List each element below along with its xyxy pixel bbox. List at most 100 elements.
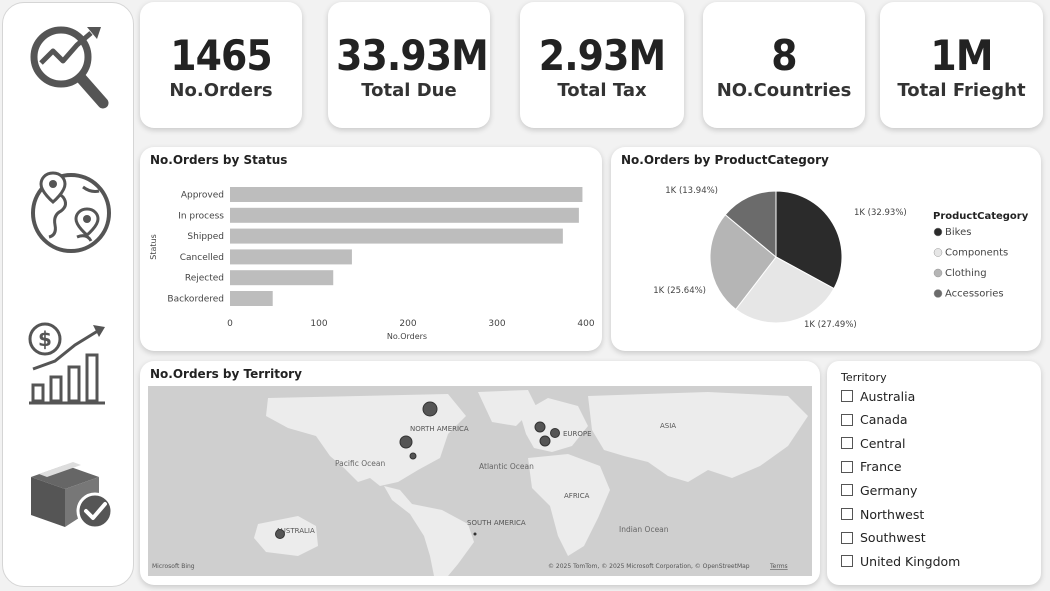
slicer-item-germany[interactable]: Germany (841, 482, 917, 498)
africa-landmass (528, 454, 610, 556)
kpi-label: Total Frieght (897, 80, 1026, 101)
pie-data-label: 1K (25.64%) (653, 286, 706, 296)
pie-slice[interactable] (709, 214, 777, 311)
slicer-item-label: Southwest (860, 530, 926, 546)
bar[interactable] (230, 207, 579, 223)
checkbox[interactable] (841, 484, 853, 497)
checkbox[interactable] (841, 460, 853, 473)
bubble-united-kingdom[interactable] (534, 421, 546, 433)
bubble-germany[interactable] (550, 428, 560, 438)
legend-label[interactable]: Components (945, 248, 1008, 259)
y-axis-title: Status (149, 234, 158, 260)
chart-title: No.Orders by ProductCategory (621, 153, 829, 167)
label-atlantic-ocean: Atlantic Ocean (479, 462, 534, 471)
bubble-central[interactable] (473, 532, 477, 536)
sales-growth-icon[interactable]: $ (25, 321, 117, 413)
slicer-item-southwest[interactable]: Southwest (841, 530, 926, 546)
x-tick-label: 300 (488, 319, 505, 329)
globe-pin-icon[interactable] (25, 165, 117, 257)
checkbox[interactable] (841, 531, 853, 544)
delivered-box-icon[interactable] (25, 455, 117, 547)
kpi-card-total-freight[interactable]: 1M Total Frieght (880, 2, 1043, 128)
checkbox[interactable] (841, 413, 853, 426)
checkbox[interactable] (841, 437, 853, 450)
pie-data-label: 1K (32.93%) (854, 208, 907, 218)
x-tick-label: 100 (310, 319, 327, 329)
pie-plot: ProductCategory 1K (32.93%) 1K (27.49%) 1K… (653, 186, 1028, 330)
europe-landmass (520, 398, 588, 452)
sidebar: $ (2, 2, 134, 587)
slicer-item-label: France (860, 459, 902, 475)
bar[interactable] (230, 187, 583, 202)
bar-category-label: Backordered (167, 295, 224, 305)
kpi-card-orders[interactable]: 1465 No.Orders (140, 2, 302, 128)
slicer-item-label: Australia (860, 388, 916, 404)
pie-slice[interactable] (724, 190, 777, 259)
map-canvas[interactable]: NORTH AMERICA EUROPE ASIA Pacific Ocean … (148, 386, 812, 576)
label-south-america: SOUTH AMERICA (467, 519, 526, 527)
legend-label[interactable]: Accessories (945, 289, 1004, 300)
north-america-landmass (266, 394, 466, 486)
bubble-southwest[interactable] (409, 452, 417, 460)
x-tick-label: 0 (227, 319, 233, 329)
slicer-item-label: United Kingdom (860, 553, 961, 569)
legend-marker (933, 248, 943, 257)
kpi-label: Total Tax (557, 80, 647, 101)
status-bar-chart[interactable]: No.Orders by Status Status No.Orders App… (140, 147, 602, 351)
pie-data-label: 1K (13.94%) (665, 186, 718, 196)
product-category-pie-chart[interactable]: No.Orders by ProductCategory ProductCate… (611, 147, 1041, 351)
slicer-item-canada[interactable]: Canada (841, 412, 908, 428)
kpi-value: 2.93M (538, 31, 666, 80)
map-terms-link[interactable]: Terms (769, 563, 788, 570)
kpi-label: Total Due (361, 80, 457, 101)
asia-landmass (588, 392, 808, 482)
kpi-card-total-due[interactable]: 33.93M Total Due (328, 2, 490, 128)
analytics-icon[interactable] (25, 21, 117, 113)
legend-label[interactable]: Bikes (945, 227, 971, 238)
label-africa: AFRICA (564, 492, 590, 500)
bar-category-label: Rejected (185, 274, 224, 284)
slicer-title: Territory (841, 371, 887, 384)
territory-map[interactable]: No.Orders by Territory NORTH AMERICA EUR… (140, 361, 820, 585)
bar-category-label: Cancelled (180, 253, 224, 263)
slicer-item-central[interactable]: Central (841, 435, 906, 451)
slicer-item-australia[interactable]: Australia (841, 388, 915, 404)
slicer-item-label: Germany (860, 482, 918, 498)
bubble-france[interactable] (539, 435, 551, 447)
slicer-item-label: Central (860, 435, 906, 451)
legend-marker (933, 227, 943, 237)
legend-marker (933, 268, 943, 278)
bar-category-label: Approved (181, 191, 224, 201)
checkbox[interactable] (841, 390, 853, 402)
kpi-card-total-tax[interactable]: 2.93M Total Tax (520, 2, 684, 128)
label-north-america: NORTH AMERICA (410, 425, 469, 433)
kpi-card-countries[interactable]: 8 NO.Countries (703, 2, 865, 128)
bubble-northwest[interactable] (399, 435, 413, 449)
slicer-item-france[interactable]: France (841, 459, 902, 475)
pie-data-label: 1K (27.49%) (804, 320, 857, 330)
bubble-australia[interactable] (275, 529, 285, 539)
status-bar-plot: Status No.Orders Approved In process Shipp… (149, 187, 595, 341)
bar[interactable] (230, 291, 273, 306)
checkbox[interactable] (841, 555, 853, 568)
slicer-item-united-kingdom[interactable]: United Kingdom (841, 553, 960, 569)
legend-label[interactable]: Clothing (945, 268, 987, 279)
x-axis-title: No.Orders (387, 332, 427, 341)
slicer-item-label: Northwest (860, 506, 925, 522)
bar[interactable] (230, 249, 352, 265)
bubble-canada[interactable] (422, 401, 438, 417)
chart-title: No.Orders by Territory (150, 367, 302, 381)
territory-slicer[interactable]: Territory Australia Canada Central France Ge… (827, 361, 1041, 585)
x-tick-label: 400 (577, 319, 594, 329)
slicer-item-northwest[interactable]: Northwest (841, 506, 924, 522)
checkbox[interactable] (841, 508, 853, 520)
x-tick-label: 200 (399, 319, 416, 329)
label-indian-ocean: Indian Ocean (619, 525, 669, 534)
pie-slice[interactable] (735, 256, 835, 324)
map-copyright: © 2025 TomTom, © 2025 Microsoft Corporat… (548, 563, 750, 570)
pie-slice[interactable] (775, 190, 843, 290)
kpi-value: 33.93M (336, 31, 489, 80)
bar[interactable] (230, 270, 334, 286)
bar[interactable] (230, 228, 563, 244)
label-pacific-ocean: Pacific Ocean (335, 459, 385, 468)
